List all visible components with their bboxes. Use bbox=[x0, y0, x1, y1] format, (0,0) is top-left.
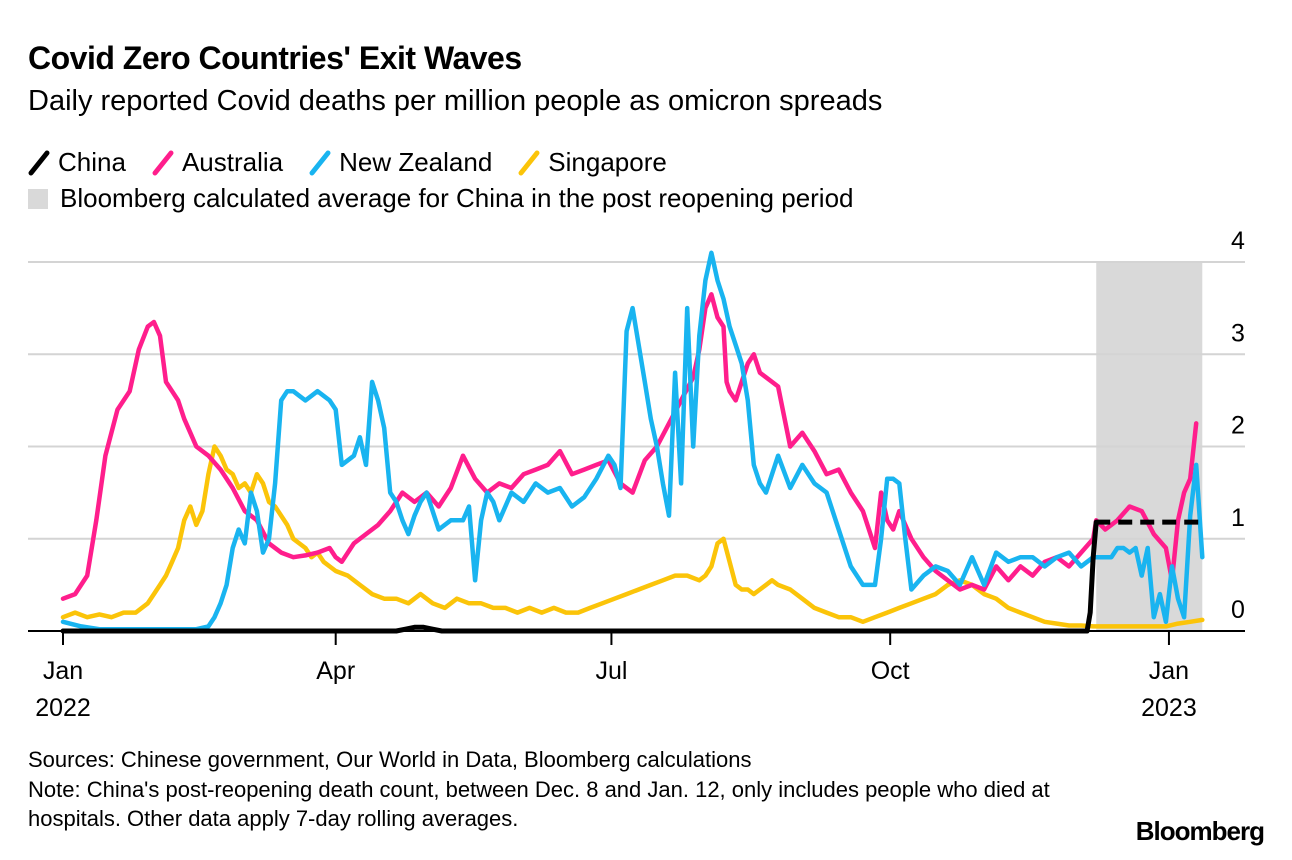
y-tick-label-0: 0 bbox=[1231, 596, 1245, 624]
line-chart: 0 1 2 3 4 Jan 2022 Apr Jul Oct Jan 2023 bbox=[28, 227, 1245, 722]
legend-label-china: China bbox=[58, 147, 126, 177]
grid-layer bbox=[28, 261, 1245, 540]
legend-item-new-zealand: New Zealand bbox=[309, 147, 492, 178]
series-line-singapore bbox=[60, 444, 1205, 629]
legend: China Australia New Zealand Singapore bbox=[28, 147, 693, 178]
legend-shade: Bloomberg calculated average for China i… bbox=[28, 183, 854, 214]
x-tick-label-1: Apr bbox=[316, 657, 355, 685]
legend-item-singapore: Singapore bbox=[518, 147, 667, 178]
legend-swatch-singapore bbox=[518, 150, 540, 175]
legend-label-australia: Australia bbox=[181, 147, 284, 177]
legend-item-australia: Australia bbox=[152, 147, 283, 178]
legend-swatch-shade bbox=[28, 188, 48, 209]
x-tick-label-3: Oct bbox=[871, 657, 910, 685]
bloomberg-logo: Bloomberg bbox=[1135, 816, 1265, 846]
y-tick-label-2: 2 bbox=[1231, 412, 1245, 440]
chart-subtitle: Daily reported Covid deaths per million … bbox=[28, 85, 883, 117]
legend-swatch-australia bbox=[152, 150, 174, 175]
y-tick-label-4: 4 bbox=[1231, 227, 1245, 255]
chart-title: Covid Zero Countries' Exit Waves bbox=[28, 40, 522, 76]
legend-item-china: China bbox=[28, 147, 126, 178]
legend-label-shade: Bloomberg calculated average for China i… bbox=[60, 183, 854, 213]
legend-swatch-china bbox=[28, 150, 50, 175]
axis-layer: 0 1 2 3 4 Jan 2022 Apr Jul Oct Jan 2023 bbox=[28, 227, 1245, 722]
method-note: Note: China's post-reopening death count… bbox=[28, 777, 1050, 831]
x-tick-year-4: 2023 bbox=[1141, 694, 1197, 722]
x-tick-label-0: Jan bbox=[43, 657, 83, 685]
legend-swatch-new-zealand bbox=[309, 150, 331, 175]
sources-note: Sources: Chinese government, Our World i… bbox=[28, 747, 752, 772]
y-tick-label-1: 1 bbox=[1231, 504, 1245, 532]
x-tick-label-4: Jan bbox=[1149, 657, 1189, 685]
legend-label-singapore: Singapore bbox=[548, 147, 667, 177]
series-layer bbox=[60, 250, 1205, 634]
series-line-new-zealand bbox=[60, 250, 1205, 632]
series-line-australia bbox=[60, 292, 1199, 601]
y-tick-label-3: 3 bbox=[1231, 319, 1245, 347]
legend-label-new-zealand: New Zealand bbox=[339, 147, 493, 177]
x-tick-label-2: Jul bbox=[595, 657, 627, 685]
x-tick-year-0: 2022 bbox=[35, 694, 91, 722]
